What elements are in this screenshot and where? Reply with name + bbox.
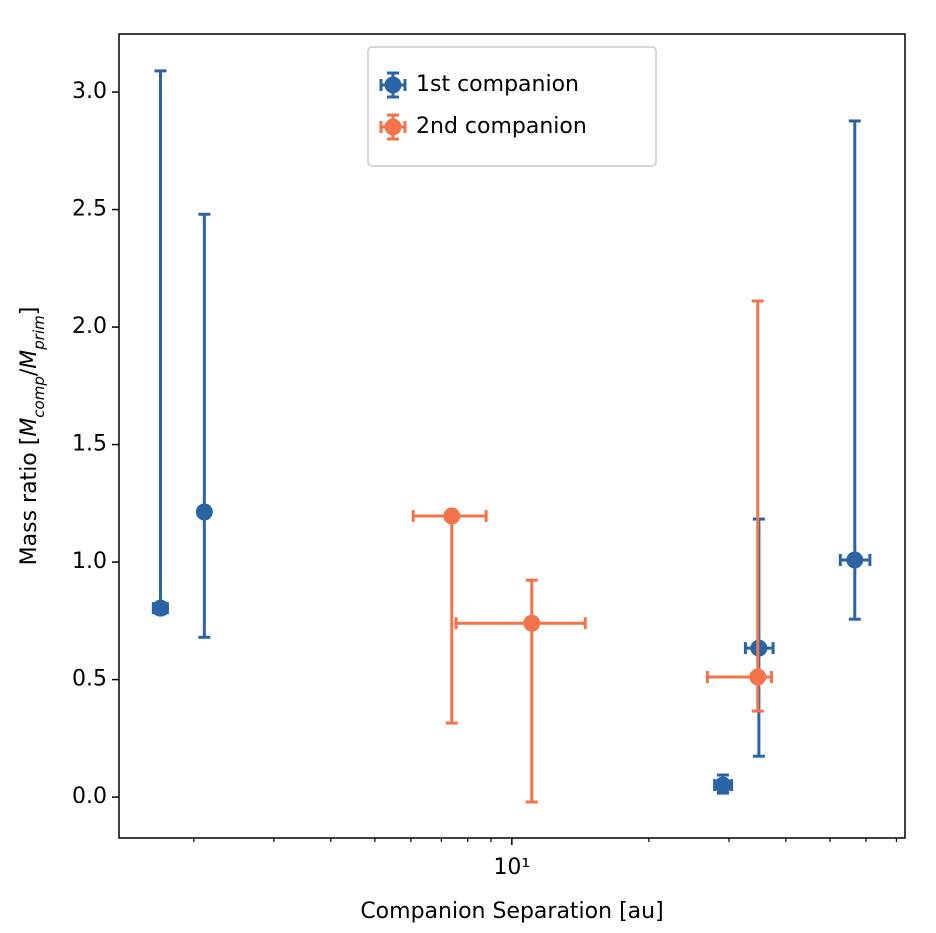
point bbox=[749, 668, 767, 686]
legend-label: 2nd companion bbox=[416, 114, 587, 139]
y-axis-label-part: / bbox=[17, 368, 42, 376]
y-tick-label: 2.0 bbox=[72, 314, 107, 339]
y-tick-label: 0.0 bbox=[72, 784, 107, 809]
error-point bbox=[713, 773, 734, 795]
point bbox=[195, 503, 213, 521]
legend-box bbox=[367, 46, 657, 167]
error-point bbox=[705, 299, 773, 713]
y-tick-label: 0.5 bbox=[72, 667, 107, 692]
legend-label: 1st companion bbox=[416, 72, 579, 97]
point bbox=[151, 599, 169, 617]
legend-marker bbox=[384, 118, 402, 136]
y-tick-label: 3.0 bbox=[72, 79, 107, 104]
error-point bbox=[411, 507, 488, 725]
error-point bbox=[151, 69, 169, 617]
y-axis-label-part: prim bbox=[30, 315, 48, 350]
y-axis-label: Mass ratio [Mcomp/Mprim] bbox=[17, 307, 48, 566]
x-tick-label: 10¹ bbox=[493, 855, 530, 880]
y-tick-label: 1.5 bbox=[72, 432, 107, 457]
point bbox=[443, 507, 461, 525]
point bbox=[523, 614, 541, 632]
error-point bbox=[838, 119, 872, 621]
y-tick-label: 1.0 bbox=[72, 549, 107, 574]
y-axis-label-part: Mass ratio [ bbox=[17, 437, 42, 566]
y-axis-label-part: M bbox=[17, 350, 42, 369]
error-point bbox=[195, 212, 213, 639]
error-point bbox=[454, 578, 587, 804]
point bbox=[714, 776, 732, 794]
y-axis-label-part: M bbox=[17, 418, 42, 437]
y-tick-label: 2.5 bbox=[72, 197, 107, 222]
y-axis-label-part: comp bbox=[30, 376, 48, 418]
point bbox=[846, 551, 864, 569]
y-axis-label-part: ] bbox=[17, 307, 42, 316]
legend-marker bbox=[384, 76, 402, 94]
x-axis-label: Companion Separation [au] bbox=[360, 899, 663, 924]
